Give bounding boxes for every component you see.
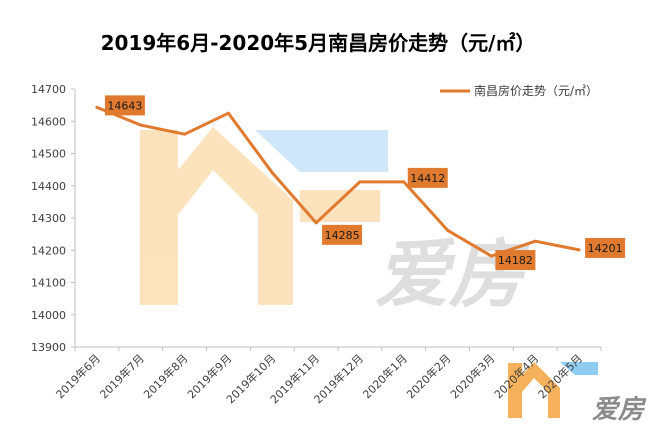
- y-tick-label: 14300: [31, 212, 66, 225]
- y-tick-label: 13900: [31, 341, 66, 354]
- data-point: [577, 248, 581, 252]
- watermark-house-shape: [140, 127, 293, 305]
- y-tick-label: 14400: [31, 180, 66, 193]
- data-point: [402, 180, 406, 184]
- y-tick-label: 14000: [31, 309, 66, 322]
- y-tick-label: 14600: [31, 115, 66, 128]
- x-tick-label: 2019年7月: [97, 351, 147, 401]
- data-point: [446, 228, 450, 232]
- y-tick-label: 14700: [31, 83, 66, 96]
- data-label-box: [407, 167, 448, 188]
- x-tick-label: 2019年6月: [53, 351, 103, 401]
- corner-house-shape: [508, 362, 560, 418]
- data-point: [95, 105, 99, 109]
- data-point: [139, 123, 143, 127]
- data-label: 14285: [325, 229, 360, 242]
- x-tick-label: 2020年3月: [447, 351, 497, 401]
- data-label: 14182: [498, 254, 533, 267]
- y-tick-label: 14200: [31, 244, 66, 257]
- data-label: 14412: [410, 172, 445, 185]
- watermark-logo: 爱房: [140, 127, 530, 318]
- legend: 南昌房价走势（元/㎡）: [440, 83, 598, 98]
- legend-label: 南昌房价走势（元/㎡）: [474, 83, 598, 98]
- y-tick-label: 14100: [31, 277, 66, 290]
- data-label-box: [322, 224, 363, 245]
- corner-brand-text: 爱房: [592, 395, 647, 425]
- data-point: [358, 180, 362, 184]
- data-point: [270, 171, 274, 175]
- y-tick-label: 14500: [31, 148, 66, 161]
- x-tick-label: 2019年8月: [141, 351, 191, 401]
- data-point: [183, 132, 187, 136]
- watermark-bar-shape: [300, 190, 380, 222]
- corner-logo: 爱房: [508, 362, 647, 425]
- data-label-box: [104, 95, 145, 116]
- watermark-roof-shape: [255, 130, 388, 172]
- data-point: [314, 221, 318, 225]
- x-tick-label: 2020年1月: [360, 351, 410, 401]
- data-label: 14643: [107, 99, 142, 112]
- watermark-brand-text: 爱房: [375, 232, 530, 318]
- data-point: [533, 239, 537, 243]
- data-label-box: [585, 237, 626, 258]
- x-tick-label: 2020年2月: [404, 351, 454, 401]
- corner-roof-shape: [560, 362, 598, 375]
- data-label-box: [495, 250, 536, 271]
- data-point: [489, 254, 493, 258]
- data-point: [226, 111, 230, 115]
- data-label: 14201: [588, 242, 623, 255]
- chart-title: 2019年6月-2020年5月南昌房价走势（元/㎡）: [101, 31, 536, 55]
